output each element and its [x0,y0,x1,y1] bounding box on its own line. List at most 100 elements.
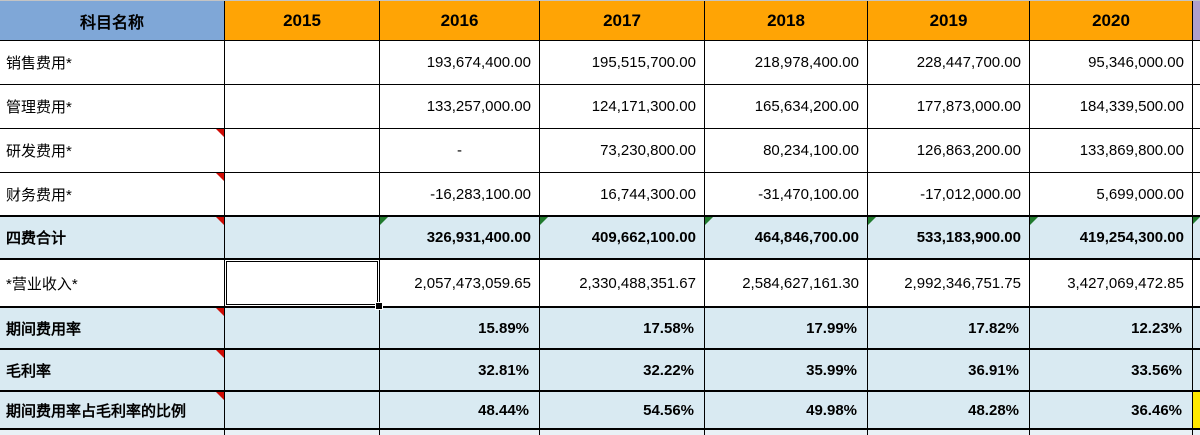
cell-gross-margin-2019[interactable]: 36.91% [868,350,1030,390]
cell-next-column-sliver [1193,41,1200,84]
cell-gross-margin-2017[interactable]: 32.22% [540,350,705,390]
cell-rd-expense-2019[interactable]: 126,863,200.00 [868,129,1030,172]
header-cell-2016[interactable]: 2016 [380,1,540,40]
cell-gross-margin-2018[interactable]: 35.99% [705,350,868,390]
table-row: 销售费用* 193,674,400.00 195,515,700.00 218,… [0,41,1200,85]
cell-rd-expense-2020[interactable]: 133,869,800.00 [1030,129,1193,172]
comment-indicator-icon [216,129,224,137]
partial-cell [705,430,868,435]
cell-rd-expense-2018[interactable]: 80,234,100.00 [705,129,868,172]
cell-next-column-sliver-yellow [1193,392,1200,428]
cell-finance-expense-2019[interactable]: -17,012,000.00 [868,173,1030,215]
cell-period-expense-to-gross-margin-ratio-2019[interactable]: 48.28% [868,392,1030,428]
cell-four-fees-total-2016[interactable]: 326,931,400.00 [380,217,540,258]
comment-indicator-icon [216,217,224,225]
cell-period-expense-to-gross-margin-ratio-2016[interactable]: 48.44% [380,392,540,428]
cell-admin-expense-2015[interactable] [225,85,380,128]
cell-operating-revenue-2016[interactable]: 2,057,473,059.65 [380,260,540,306]
row-label-finance-expense[interactable]: 财务费用* [0,173,225,215]
cell-finance-expense-2020[interactable]: 5,699,000.00 [1030,173,1193,215]
cell-selling-expense-2016[interactable]: 193,674,400.00 [380,41,540,84]
formula-flag-icon [540,217,548,225]
cell-period-expense-ratio-2020[interactable]: 12.23% [1030,308,1193,348]
header-cell-2018[interactable]: 2018 [705,1,868,40]
cell-finance-expense-2015[interactable] [225,173,380,215]
row-label-selling-expense[interactable]: 销售费用* [0,41,225,84]
cell-four-fees-total-2017[interactable]: 409,662,100.00 [540,217,705,258]
header-cell-2017[interactable]: 2017 [540,1,705,40]
cell-admin-expense-2016[interactable]: 133,257,000.00 [380,85,540,128]
header-cell-subject-name[interactable]: 科目名称 [0,1,225,40]
cell-selling-expense-2019[interactable]: 228,447,700.00 [868,41,1030,84]
cell-four-fees-total-2018[interactable]: 464,846,700.00 [705,217,868,258]
cell-selling-expense-2018[interactable]: 218,978,400.00 [705,41,868,84]
cell-period-expense-ratio-2018[interactable]: 17.99% [705,308,868,348]
partial-cell [225,430,380,435]
partial-cell [380,430,540,435]
cell-admin-expense-2019[interactable]: 177,873,000.00 [868,85,1030,128]
cell-selling-expense-2015[interactable] [225,41,380,84]
row-label-operating-revenue[interactable]: *营业收入* [0,260,225,306]
cell-period-expense-ratio-2017[interactable]: 17.58% [540,308,705,348]
cell-operating-revenue-2020[interactable]: 3,427,069,472.85 [1030,260,1193,306]
cell-period-expense-ratio-2015[interactable] [225,308,380,348]
cell-operating-revenue-2017[interactable]: 2,330,488,351.67 [540,260,705,306]
cell-next-column-sliver [1193,129,1200,172]
header-cell-2020[interactable]: 2020 [1030,1,1193,40]
row-label-gross-margin[interactable]: 毛利率 [0,350,225,390]
cell-next-column-sliver [1193,217,1200,258]
cell-operating-revenue-2019[interactable]: 2,992,346,751.75 [868,260,1030,306]
cell-rd-expense-2015[interactable] [225,129,380,172]
cell-period-expense-ratio-2019[interactable]: 17.82% [868,308,1030,348]
row-label-period-expense-to-gross-margin-ratio[interactable]: 期间费用率占毛利率的比例 [0,392,225,428]
comment-indicator-icon [216,173,224,181]
row-label-admin-expense[interactable]: 管理费用* [0,85,225,128]
cell-admin-expense-2017[interactable]: 124,171,300.00 [540,85,705,128]
cell-selling-expense-2017[interactable]: 195,515,700.00 [540,41,705,84]
cell-finance-expense-2018[interactable]: -31,470,100.00 [705,173,868,215]
partial-next-row [0,430,1200,435]
cell-four-fees-total-2015[interactable] [225,217,380,258]
cell-period-expense-to-gross-margin-ratio-2015[interactable] [225,392,380,428]
cell-four-fees-total-2019[interactable]: 533,183,900.00 [868,217,1030,258]
cell-admin-expense-2020[interactable]: 184,339,500.00 [1030,85,1193,128]
cell-finance-expense-2016[interactable]: -16,283,100.00 [380,173,540,215]
cell-next-column-sliver [1193,173,1200,215]
header-cell-2015[interactable]: 2015 [225,1,380,40]
fill-handle[interactable] [375,302,383,310]
formula-flag-icon [380,217,388,225]
formula-flag-icon [1030,217,1038,225]
table-row: 毛利率 32.81% 32.22% 35.99% 36.91% 33.56% [0,350,1200,392]
table-row: 四费合计 326,931,400.00 409,662,100.00 464,8… [0,217,1200,260]
cell-selling-expense-2020[interactable]: 95,346,000.00 [1030,41,1193,84]
cell-operating-revenue-2018[interactable]: 2,584,627,161.30 [705,260,868,306]
cell-period-expense-to-gross-margin-ratio-2020[interactable]: 36.46% [1030,392,1193,428]
row-label-period-expense-ratio[interactable]: 期间费用率 [0,308,225,348]
cell-rd-expense-2017[interactable]: 73,230,800.00 [540,129,705,172]
cell-period-expense-ratio-2016[interactable]: 15.89% [380,308,540,348]
comment-indicator-icon [216,308,224,316]
cell-four-fees-total-2020[interactable]: 419,254,300.00 [1030,217,1193,258]
cell-finance-expense-2017[interactable]: 16,744,300.00 [540,173,705,215]
cell-rd-expense-2016[interactable]: - [380,129,540,172]
partial-cell [1030,430,1193,435]
cell-gross-margin-2015[interactable] [225,350,380,390]
cell-period-expense-to-gross-margin-ratio-2017[interactable]: 54.56% [540,392,705,428]
cell-period-expense-to-gross-margin-ratio-2018[interactable]: 49.98% [705,392,868,428]
table-row: 期间费用率 15.89% 17.58% 17.99% 17.82% 12.23% [0,308,1200,350]
table-row: 财务费用* -16,283,100.00 16,744,300.00 -31,4… [0,173,1200,217]
row-label-rd-expense[interactable]: 研发费用* [0,129,225,172]
header-cell-next-column-sliver [1193,1,1200,40]
comment-indicator-icon [216,392,224,400]
cell-operating-revenue-2015-selected[interactable] [224,259,383,310]
row-label-four-fees-total[interactable]: 四费合计 [0,217,225,258]
cell-admin-expense-2018[interactable]: 165,634,200.00 [705,85,868,128]
cell-gross-margin-2016[interactable]: 32.81% [380,350,540,390]
table-row: 管理费用* 133,257,000.00 124,171,300.00 165,… [0,85,1200,129]
header-cell-2019[interactable]: 2019 [868,1,1030,40]
table-row: 研发费用* - 73,230,800.00 80,234,100.00 126,… [0,129,1200,173]
formula-flag-icon [1193,217,1200,224]
cell-next-column-sliver [1193,85,1200,128]
cell-gross-margin-2020[interactable]: 33.56% [1030,350,1193,390]
